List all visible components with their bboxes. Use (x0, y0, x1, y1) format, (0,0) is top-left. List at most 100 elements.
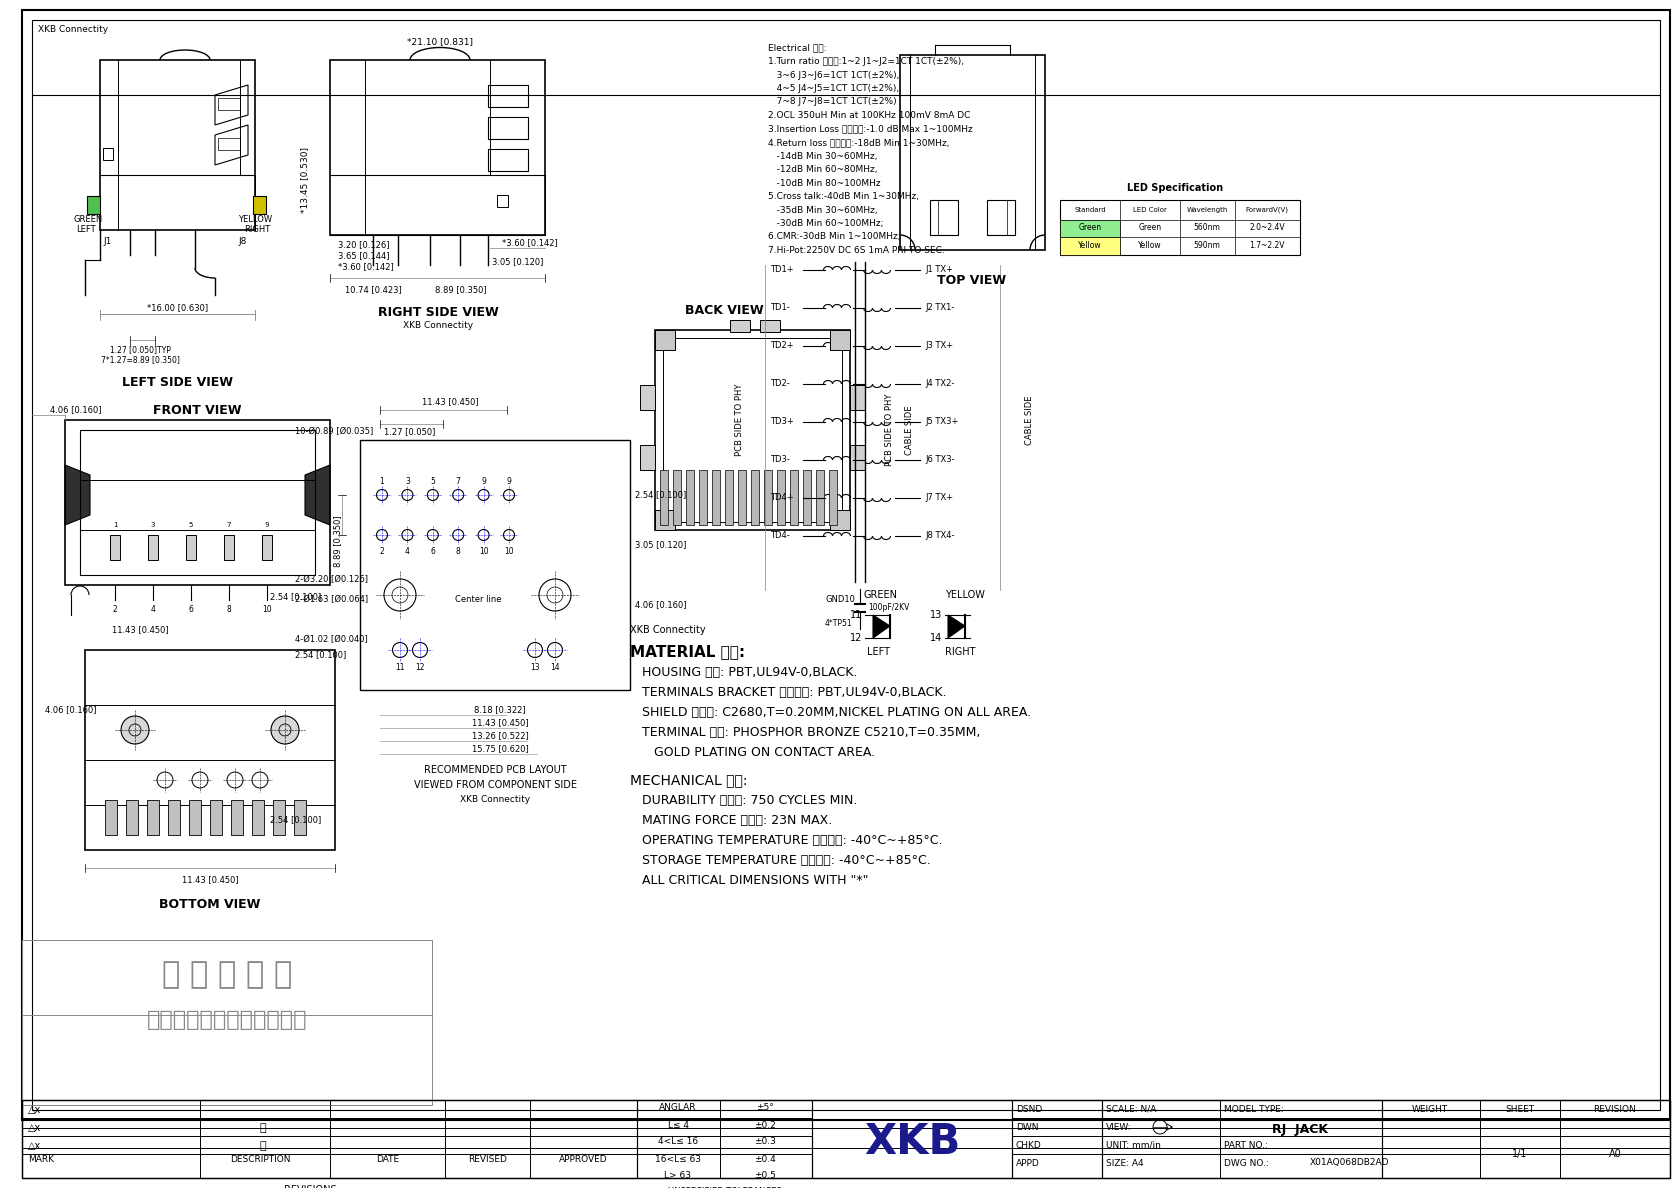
Text: 3.05 [0.120]: 3.05 [0.120] (492, 258, 543, 266)
Text: REVISIONS: REVISIONS (284, 1184, 336, 1188)
Bar (738, 470, 746, 525)
Text: 2-Ø3.20 [Ø0.126]: 2-Ø3.20 [Ø0.126] (296, 575, 368, 584)
Text: WEIGHT: WEIGHT (1411, 1105, 1448, 1113)
Text: △x: △x (29, 1140, 42, 1151)
Text: 2.54 [0.100]: 2.54 [0.100] (635, 491, 685, 499)
Text: 13: 13 (531, 664, 539, 672)
Text: Center line: Center line (455, 595, 502, 605)
Text: REVISION: REVISION (1594, 1105, 1636, 1113)
Text: MODEL TYPE:: MODEL TYPE: (1225, 1105, 1284, 1113)
Bar (262, 535, 272, 560)
Bar (931, 200, 958, 235)
Bar (101, 61, 255, 230)
Text: XKB Connectity: XKB Connectity (403, 321, 474, 329)
Text: Electrical 电气:: Electrical 电气: (768, 44, 827, 52)
Text: 5: 5 (188, 522, 193, 527)
Text: SHEET: SHEET (1505, 1105, 1534, 1113)
Bar (850, 385, 865, 410)
Text: TOP VIEW: TOP VIEW (937, 273, 1006, 286)
Text: 4: 4 (151, 606, 156, 614)
Text: HOUSING 外壳: PBT,UL94V-0,BLACK.: HOUSING 外壳: PBT,UL94V-0,BLACK. (630, 665, 857, 678)
Bar (1102, 1100, 1383, 1178)
Text: 6: 6 (430, 546, 435, 556)
Text: TD3-: TD3- (769, 455, 790, 465)
Bar (218, 138, 240, 150)
Text: 2: 2 (380, 546, 385, 556)
Bar (828, 470, 837, 525)
Text: 2.54 [0.100]: 2.54 [0.100] (296, 651, 346, 659)
Text: XKB Connectity: XKB Connectity (460, 796, 531, 804)
Bar (487, 148, 528, 171)
Text: 1.7~2.2V: 1.7~2.2V (1250, 241, 1285, 251)
Text: CHKD: CHKD (1016, 1140, 1042, 1150)
Text: DWN: DWN (1016, 1123, 1038, 1131)
Text: J7 TX+: J7 TX+ (926, 493, 953, 503)
Text: 2.54 [0.100]: 2.54 [0.100] (270, 593, 321, 601)
Text: 4<L≤ 16: 4<L≤ 16 (659, 1137, 699, 1146)
Text: J1: J1 (102, 238, 111, 246)
Text: 3.65 [0.144]: 3.65 [0.144] (338, 252, 390, 260)
Text: MECHANICAL 机械:: MECHANICAL 机械: (630, 773, 748, 786)
Bar (87, 196, 101, 214)
Text: TD4+: TD4+ (769, 493, 793, 503)
Bar (168, 800, 180, 835)
Text: LEFT SIDE VIEW: LEFT SIDE VIEW (123, 375, 234, 388)
Text: PCB SIDE TO PHY: PCB SIDE TO PHY (885, 393, 894, 466)
Text: GND10: GND10 (825, 594, 855, 604)
Text: *3.60 [0.142]: *3.60 [0.142] (502, 239, 558, 247)
Bar (1011, 1100, 1102, 1178)
Text: 11: 11 (850, 609, 862, 620)
Text: 7: 7 (455, 476, 460, 486)
Text: 10-Ø0.89 [Ø0.035]: 10-Ø0.89 [Ø0.035] (296, 428, 373, 436)
Text: MATERIAL 材料:: MATERIAL 材料: (630, 645, 746, 659)
Text: 9: 9 (507, 476, 511, 486)
Bar (218, 97, 240, 110)
Text: XKB Connectity: XKB Connectity (39, 25, 108, 34)
Text: CABLE SIDE: CABLE SIDE (1025, 396, 1035, 444)
Bar (731, 320, 749, 331)
Bar (640, 446, 655, 470)
Polygon shape (306, 465, 329, 525)
Text: 8.18 [0.322]: 8.18 [0.322] (474, 706, 526, 714)
Text: TD4-: TD4- (769, 531, 790, 541)
Bar (830, 330, 850, 350)
Text: 1/1: 1/1 (1512, 1149, 1527, 1159)
Text: 4~5 J4~J5=1CT 1CT(±2%),: 4~5 J4~J5=1CT 1CT(±2%), (768, 84, 899, 93)
Bar (1383, 1100, 1670, 1178)
Text: 广东星坤科技股份有限公司: 广东星坤科技股份有限公司 (146, 1010, 307, 1030)
Text: 13.26 [0.522]: 13.26 [0.522] (472, 732, 529, 740)
Text: Yellow: Yellow (1079, 241, 1102, 251)
Text: 14: 14 (549, 664, 559, 672)
Bar (1060, 236, 1121, 255)
Bar (22, 940, 432, 1015)
Text: DESCRIPTION: DESCRIPTION (230, 1156, 291, 1164)
Bar (190, 800, 202, 835)
Bar (712, 470, 721, 525)
Text: 4-Ø1.02 [Ø0.040]: 4-Ø1.02 [Ø0.040] (296, 636, 368, 645)
Text: LEFT: LEFT (867, 647, 889, 657)
Text: 3: 3 (405, 476, 410, 486)
Text: J3 TX+: J3 TX+ (926, 341, 953, 350)
Text: Yellow: Yellow (1137, 241, 1163, 251)
Bar (272, 800, 286, 835)
Text: J2 TX1-: J2 TX1- (926, 303, 954, 312)
Bar (148, 535, 158, 560)
Text: 8: 8 (227, 606, 232, 614)
Text: Green: Green (1079, 223, 1102, 233)
Text: 10: 10 (504, 546, 514, 556)
Text: 5.Cross talk:-40dB Min 1~30MHz,: 5.Cross talk:-40dB Min 1~30MHz, (768, 192, 919, 201)
Bar (86, 650, 334, 849)
Polygon shape (948, 615, 964, 638)
Text: OPERATING TEMPERATURE 工作温度: -40°C~+85°C.: OPERATING TEMPERATURE 工作温度: -40°C~+85°C. (630, 834, 942, 847)
Text: GREEN: GREEN (864, 590, 897, 600)
Text: 2.0~2.4V: 2.0~2.4V (1250, 223, 1285, 233)
Text: FRONT VIEW: FRONT VIEW (153, 404, 242, 417)
Text: 12: 12 (850, 633, 862, 643)
Text: -30dB Min 60~100MHz;: -30dB Min 60~100MHz; (768, 219, 884, 228)
Bar (66, 421, 329, 584)
Text: 3: 3 (151, 522, 155, 527)
Text: J8: J8 (239, 238, 247, 246)
Bar (811, 1100, 1011, 1178)
Text: J1 TX+: J1 TX+ (926, 265, 953, 274)
Text: DURABILITY 耐用性: 750 CYCLES MIN.: DURABILITY 耐用性: 750 CYCLES MIN. (630, 794, 857, 807)
